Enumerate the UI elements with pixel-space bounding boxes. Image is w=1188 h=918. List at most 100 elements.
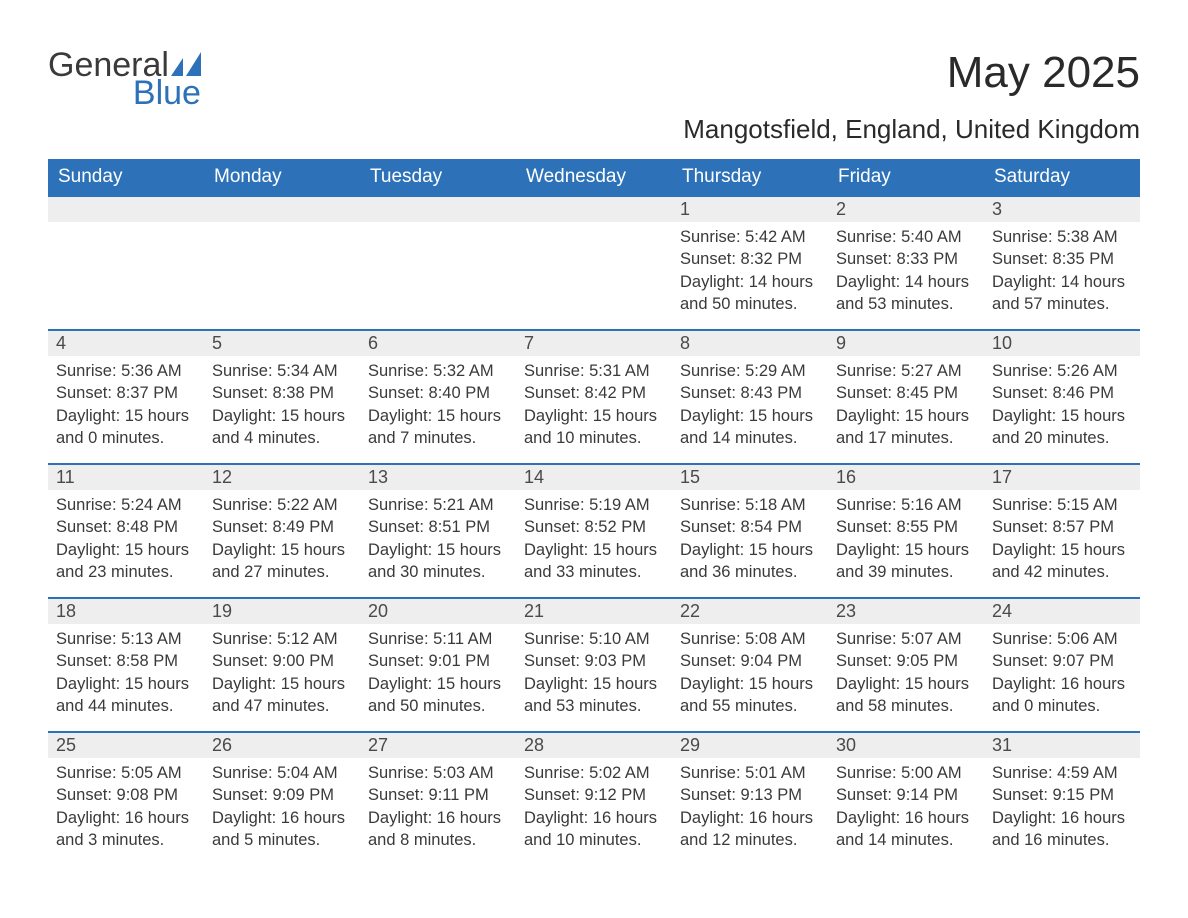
sunrise-line: Sunrise: 5:26 AM xyxy=(992,360,1132,382)
sunrise-line: Sunrise: 5:16 AM xyxy=(836,494,976,516)
sunset-line: Sunset: 8:32 PM xyxy=(680,248,820,270)
calendar-cell: 18Sunrise: 5:13 AMSunset: 8:58 PMDayligh… xyxy=(48,597,204,731)
day-details: Sunrise: 5:08 AMSunset: 9:04 PMDaylight:… xyxy=(672,624,828,717)
calendar-cell: 24Sunrise: 5:06 AMSunset: 9:07 PMDayligh… xyxy=(984,597,1140,731)
day-details: Sunrise: 5:05 AMSunset: 9:08 PMDaylight:… xyxy=(48,758,204,851)
day-details: Sunrise: 5:06 AMSunset: 9:07 PMDaylight:… xyxy=(984,624,1140,717)
daylight-line: Daylight: 15 hours and 53 minutes. xyxy=(524,673,664,718)
daylight-line: Daylight: 16 hours and 0 minutes. xyxy=(992,673,1132,718)
daylight-line: Daylight: 15 hours and 7 minutes. xyxy=(368,405,508,450)
sunset-line: Sunset: 9:09 PM xyxy=(212,784,352,806)
calendar-cell: 11Sunrise: 5:24 AMSunset: 8:48 PMDayligh… xyxy=(48,463,204,597)
day-details: Sunrise: 5:04 AMSunset: 9:09 PMDaylight:… xyxy=(204,758,360,851)
day-details: Sunrise: 5:24 AMSunset: 8:48 PMDaylight:… xyxy=(48,490,204,583)
day-number: 6 xyxy=(360,329,516,356)
empty-day xyxy=(48,195,204,222)
sunrise-line: Sunrise: 5:11 AM xyxy=(368,628,508,650)
sunrise-line: Sunrise: 5:02 AM xyxy=(524,762,664,784)
calendar-cell: 31Sunrise: 4:59 AMSunset: 9:15 PMDayligh… xyxy=(984,731,1140,851)
daylight-line: Daylight: 15 hours and 17 minutes. xyxy=(836,405,976,450)
calendar-cell xyxy=(48,195,204,329)
calendar-cell: 16Sunrise: 5:16 AMSunset: 8:55 PMDayligh… xyxy=(828,463,984,597)
calendar-cell: 27Sunrise: 5:03 AMSunset: 9:11 PMDayligh… xyxy=(360,731,516,851)
day-details: Sunrise: 5:07 AMSunset: 9:05 PMDaylight:… xyxy=(828,624,984,717)
daylight-line: Daylight: 16 hours and 12 minutes. xyxy=(680,807,820,852)
empty-day xyxy=(360,195,516,222)
daylight-line: Daylight: 15 hours and 44 minutes. xyxy=(56,673,196,718)
day-number: 8 xyxy=(672,329,828,356)
calendar-cell: 21Sunrise: 5:10 AMSunset: 9:03 PMDayligh… xyxy=(516,597,672,731)
sunset-line: Sunset: 8:43 PM xyxy=(680,382,820,404)
day-number: 23 xyxy=(828,597,984,624)
daylight-line: Daylight: 16 hours and 5 minutes. xyxy=(212,807,352,852)
day-number: 17 xyxy=(984,463,1140,490)
sunset-line: Sunset: 9:14 PM xyxy=(836,784,976,806)
day-details: Sunrise: 5:26 AMSunset: 8:46 PMDaylight:… xyxy=(984,356,1140,449)
day-number: 22 xyxy=(672,597,828,624)
day-details: Sunrise: 5:11 AMSunset: 9:01 PMDaylight:… xyxy=(360,624,516,717)
sunrise-line: Sunrise: 5:01 AM xyxy=(680,762,820,784)
calendar-cell: 30Sunrise: 5:00 AMSunset: 9:14 PMDayligh… xyxy=(828,731,984,851)
sunrise-line: Sunrise: 4:59 AM xyxy=(992,762,1132,784)
day-details: Sunrise: 5:40 AMSunset: 8:33 PMDaylight:… xyxy=(828,222,984,315)
calendar-cell: 13Sunrise: 5:21 AMSunset: 8:51 PMDayligh… xyxy=(360,463,516,597)
sunset-line: Sunset: 9:12 PM xyxy=(524,784,664,806)
sunset-line: Sunset: 8:40 PM xyxy=(368,382,508,404)
day-details: Sunrise: 5:13 AMSunset: 8:58 PMDaylight:… xyxy=(48,624,204,717)
sunrise-line: Sunrise: 5:24 AM xyxy=(56,494,196,516)
sunrise-line: Sunrise: 5:18 AM xyxy=(680,494,820,516)
day-number: 27 xyxy=(360,731,516,758)
weekday-header: Thursday xyxy=(672,159,828,195)
sunrise-line: Sunrise: 5:00 AM xyxy=(836,762,976,784)
daylight-line: Daylight: 15 hours and 58 minutes. xyxy=(836,673,976,718)
calendar-cell xyxy=(360,195,516,329)
calendar-cell: 6Sunrise: 5:32 AMSunset: 8:40 PMDaylight… xyxy=(360,329,516,463)
sunrise-line: Sunrise: 5:31 AM xyxy=(524,360,664,382)
location-subtitle: Mangotsfield, England, United Kingdom xyxy=(48,114,1140,145)
calendar-cell: 15Sunrise: 5:18 AMSunset: 8:54 PMDayligh… xyxy=(672,463,828,597)
daylight-line: Daylight: 15 hours and 50 minutes. xyxy=(368,673,508,718)
daylight-line: Daylight: 15 hours and 14 minutes. xyxy=(680,405,820,450)
daylight-line: Daylight: 16 hours and 14 minutes. xyxy=(836,807,976,852)
sunset-line: Sunset: 9:03 PM xyxy=(524,650,664,672)
day-number: 29 xyxy=(672,731,828,758)
daylight-line: Daylight: 15 hours and 42 minutes. xyxy=(992,539,1132,584)
sunrise-line: Sunrise: 5:19 AM xyxy=(524,494,664,516)
day-details: Sunrise: 5:21 AMSunset: 8:51 PMDaylight:… xyxy=(360,490,516,583)
sunrise-line: Sunrise: 5:21 AM xyxy=(368,494,508,516)
sunset-line: Sunset: 9:05 PM xyxy=(836,650,976,672)
daylight-line: Daylight: 15 hours and 20 minutes. xyxy=(992,405,1132,450)
sunset-line: Sunset: 9:08 PM xyxy=(56,784,196,806)
day-details: Sunrise: 5:18 AMSunset: 8:54 PMDaylight:… xyxy=(672,490,828,583)
day-details: Sunrise: 5:31 AMSunset: 8:42 PMDaylight:… xyxy=(516,356,672,449)
calendar-cell: 9Sunrise: 5:27 AMSunset: 8:45 PMDaylight… xyxy=(828,329,984,463)
day-details: Sunrise: 5:01 AMSunset: 9:13 PMDaylight:… xyxy=(672,758,828,851)
sunset-line: Sunset: 8:55 PM xyxy=(836,516,976,538)
sunset-line: Sunset: 8:52 PM xyxy=(524,516,664,538)
calendar-cell: 23Sunrise: 5:07 AMSunset: 9:05 PMDayligh… xyxy=(828,597,984,731)
day-details: Sunrise: 5:02 AMSunset: 9:12 PMDaylight:… xyxy=(516,758,672,851)
day-number: 16 xyxy=(828,463,984,490)
day-number: 9 xyxy=(828,329,984,356)
sunset-line: Sunset: 9:15 PM xyxy=(992,784,1132,806)
day-number: 12 xyxy=(204,463,360,490)
daylight-line: Daylight: 16 hours and 8 minutes. xyxy=(368,807,508,852)
page-title: May 2025 xyxy=(947,48,1140,98)
sunrise-line: Sunrise: 5:32 AM xyxy=(368,360,508,382)
calendar-cell: 22Sunrise: 5:08 AMSunset: 9:04 PMDayligh… xyxy=(672,597,828,731)
day-details: Sunrise: 4:59 AMSunset: 9:15 PMDaylight:… xyxy=(984,758,1140,851)
day-details: Sunrise: 5:32 AMSunset: 8:40 PMDaylight:… xyxy=(360,356,516,449)
day-number: 10 xyxy=(984,329,1140,356)
calendar-cell: 3Sunrise: 5:38 AMSunset: 8:35 PMDaylight… xyxy=(984,195,1140,329)
daylight-line: Daylight: 15 hours and 30 minutes. xyxy=(368,539,508,584)
calendar-cell: 19Sunrise: 5:12 AMSunset: 9:00 PMDayligh… xyxy=(204,597,360,731)
sunset-line: Sunset: 8:49 PM xyxy=(212,516,352,538)
sunrise-line: Sunrise: 5:22 AM xyxy=(212,494,352,516)
sunrise-line: Sunrise: 5:12 AM xyxy=(212,628,352,650)
day-number: 2 xyxy=(828,195,984,222)
day-details: Sunrise: 5:42 AMSunset: 8:32 PMDaylight:… xyxy=(672,222,828,315)
day-number: 26 xyxy=(204,731,360,758)
calendar-cell: 26Sunrise: 5:04 AMSunset: 9:09 PMDayligh… xyxy=(204,731,360,851)
sunrise-line: Sunrise: 5:34 AM xyxy=(212,360,352,382)
day-details: Sunrise: 5:10 AMSunset: 9:03 PMDaylight:… xyxy=(516,624,672,717)
